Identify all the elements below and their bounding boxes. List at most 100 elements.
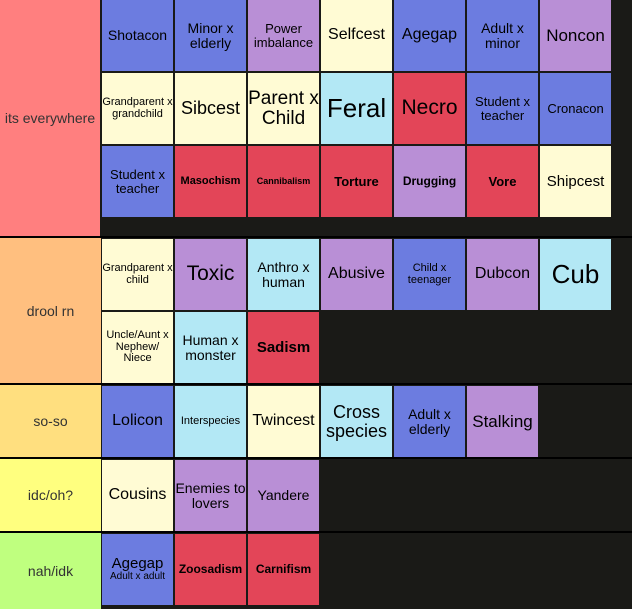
tier-item[interactable]: Yandere: [248, 460, 319, 531]
tier-item[interactable]: Grandparent x grandchild: [102, 73, 173, 144]
tier-item[interactable]: Vore: [467, 146, 538, 217]
tier-item-content: Selfcest: [328, 26, 385, 44]
tier-item-label: Grandparent x grandchild: [102, 95, 173, 120]
tier-item-content: Stalking: [472, 411, 533, 431]
tier-row-so-so: so-so Lolicon Interspecies Twincest Cross s…: [0, 383, 632, 457]
tier-items: Cousins Enemies to lovers Yandere: [102, 459, 632, 531]
tier-item-content: Sadism: [256, 338, 311, 356]
tier-item[interactable]: Drugging: [394, 146, 465, 217]
tier-item[interactable]: Feral: [321, 73, 392, 144]
tier-label[interactable]: drool rn: [0, 238, 101, 383]
tier-item[interactable]: Human x monster: [175, 312, 246, 383]
tier-item-content: Torture: [334, 175, 379, 189]
tier-item-content: Drugging: [403, 175, 456, 188]
tier-item-content: Enemies to lovers: [175, 480, 246, 510]
tier-item[interactable]: Stalking: [467, 386, 538, 457]
tier-item-label: Cronacon: [547, 100, 604, 116]
tier-label[interactable]: its everywhere: [0, 0, 100, 236]
tier-item[interactable]: Minor x elderly: [175, 0, 246, 71]
tier-item-content: Abusive: [328, 265, 385, 283]
tier-item[interactable]: Student x teacher: [467, 73, 538, 144]
tier-item[interactable]: Sadism: [248, 312, 319, 383]
tier-item-label: Abusive: [328, 265, 385, 283]
tier-item[interactable]: Agegap: [394, 0, 465, 71]
tier-item[interactable]: Cub: [540, 239, 611, 310]
tier-item[interactable]: Sibcest: [175, 73, 246, 144]
tier-item[interactable]: Twincest: [248, 386, 319, 457]
tier-item[interactable]: Cronacon: [540, 73, 611, 144]
tier-item-label: Shotacon: [107, 27, 168, 44]
tier-item[interactable]: Interspecies: [175, 386, 246, 457]
tier-items: Agegap Adult x adult Zoosadism Carnifism: [102, 533, 632, 609]
tier-item-label: Sadism: [256, 338, 311, 356]
tier-item-label: Drugging: [402, 174, 457, 189]
tier-item[interactable]: Shipcest: [540, 146, 611, 217]
tier-item-content: Cannibalism: [256, 175, 311, 186]
tier-item-label: Stalking: [472, 411, 533, 431]
tier-item[interactable]: Carnifism: [248, 534, 319, 605]
tier-item[interactable]: Grandparent x child: [102, 239, 173, 310]
tier-item-label: Minor x elderly: [187, 19, 234, 51]
tier-item[interactable]: Enemies to lovers: [175, 460, 246, 531]
tier-item-label: Dubcon: [474, 265, 531, 283]
tier-item[interactable]: Noncon: [540, 0, 611, 71]
tier-item-label: Parent x Child: [248, 87, 319, 129]
tier-item-label: Adult x minor: [481, 19, 524, 51]
tier-item-label: Cannibalism: [256, 175, 311, 186]
tier-items: Shotacon Minor x elderly Power imbalance Se…: [102, 0, 632, 236]
tier-item[interactable]: Abusive: [321, 239, 392, 310]
tier-item[interactable]: Child x teenager: [394, 239, 465, 310]
tier-item-content: Grandparent x child: [102, 261, 173, 286]
tier-item-content: Anthro x human: [248, 258, 319, 290]
tier-item[interactable]: Toxic: [175, 239, 246, 310]
tier-item-label: Noncon: [546, 25, 605, 45]
tier-item[interactable]: Power imbalance: [248, 0, 319, 71]
tier-label[interactable]: so-so: [0, 385, 101, 457]
tier-item-label: Feral: [326, 92, 387, 123]
tier-label[interactable]: nah/idk: [0, 533, 101, 609]
tier-item-label: Lolicon: [112, 412, 163, 430]
tier-item-label: Agegap: [401, 26, 458, 44]
tier-item[interactable]: Cannibalism: [248, 146, 319, 217]
tier-item-label: Toxic: [186, 262, 235, 286]
tier-item-content: Power imbalance: [248, 20, 319, 50]
tier-item-label: Power imbalance: [253, 20, 314, 50]
tier-item-content: Parent x Child: [248, 87, 319, 129]
tier-label[interactable]: idc/oh?: [0, 459, 101, 531]
tier-item[interactable]: Parent x Child: [248, 73, 319, 144]
tier-row-its-everywhere: its everywhere Shotacon Minor x elderly Po…: [0, 0, 632, 236]
tier-item-label: Sibcest: [180, 98, 241, 119]
tier-item-content: Zoosadism: [179, 563, 242, 576]
tier-item-content: Agegap Adult x adult: [110, 556, 165, 582]
tier-item[interactable]: Uncle/Aunt x Nephew/ Niece: [102, 312, 173, 383]
tier-item[interactable]: Necro: [394, 73, 465, 144]
tier-item[interactable]: Student x teacher: [102, 146, 173, 217]
tier-item[interactable]: Cousins: [102, 460, 173, 531]
tier-item-content: Toxic: [187, 263, 235, 285]
tier-item-content: Adult x elderly: [394, 406, 465, 436]
tier-item[interactable]: Zoosadism: [175, 534, 246, 605]
tier-item-label: Cousins: [108, 486, 167, 504]
tier-item-content: Child x teenager: [394, 262, 465, 286]
tier-item[interactable]: Masochism: [175, 146, 246, 217]
tier-row-nah-idk: nah/idk Agegap Adult x adult Zoosadism Carn…: [0, 531, 632, 609]
tier-item[interactable]: Shotacon: [102, 0, 173, 71]
tier-item[interactable]: Cross species: [321, 386, 392, 457]
tier-item[interactable]: Agegap Adult x adult: [102, 534, 173, 605]
tier-item-label: Grandparent x child: [102, 261, 173, 286]
tier-item-content: Vore: [489, 175, 517, 189]
tier-item[interactable]: Dubcon: [467, 239, 538, 310]
tier-item-label: Twincest: [252, 412, 315, 430]
tier-item-content: Adult x minor: [467, 19, 538, 51]
tier-row-idc-oh: idc/oh? Cousins Enemies to lovers Yandere: [0, 457, 632, 531]
tier-item[interactable]: Adult x elderly: [394, 386, 465, 457]
tier-item-label: Student x teacher: [110, 166, 165, 196]
tier-item-label: Anthro x human: [257, 258, 310, 290]
tier-item-label: Shipcest: [546, 172, 605, 190]
tier-item[interactable]: Adult x minor: [467, 0, 538, 71]
tier-item[interactable]: Selfcest: [321, 0, 392, 71]
tier-item[interactable]: Lolicon: [102, 386, 173, 457]
tier-item-label: Carnifism: [255, 562, 312, 577]
tier-item[interactable]: Anthro x human: [248, 239, 319, 310]
tier-item[interactable]: Torture: [321, 146, 392, 217]
